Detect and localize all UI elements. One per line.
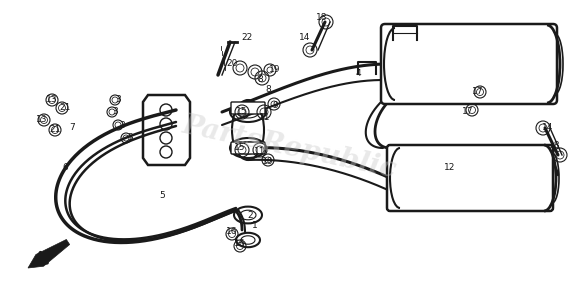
Text: 11: 11 bbox=[254, 147, 266, 157]
Polygon shape bbox=[28, 239, 69, 268]
Text: 20: 20 bbox=[227, 59, 238, 67]
Text: 6: 6 bbox=[62, 163, 68, 173]
Text: 19: 19 bbox=[269, 65, 281, 75]
Text: 11: 11 bbox=[260, 113, 271, 123]
Text: 17: 17 bbox=[462, 107, 474, 117]
Text: 16: 16 bbox=[234, 239, 246, 249]
Text: 14: 14 bbox=[542, 123, 554, 133]
Text: 9: 9 bbox=[272, 101, 278, 110]
Text: 15: 15 bbox=[234, 144, 246, 152]
Text: 21: 21 bbox=[49, 126, 61, 134]
Text: 17: 17 bbox=[472, 88, 484, 96]
Text: 18: 18 bbox=[549, 141, 561, 149]
Text: 5: 5 bbox=[159, 191, 165, 200]
Text: 3: 3 bbox=[119, 120, 125, 130]
Text: 8: 8 bbox=[257, 75, 263, 84]
Text: 2: 2 bbox=[247, 210, 253, 220]
Text: 1: 1 bbox=[252, 221, 258, 229]
Text: 12: 12 bbox=[444, 163, 455, 173]
Text: 3: 3 bbox=[127, 133, 133, 142]
FancyBboxPatch shape bbox=[231, 102, 265, 114]
FancyBboxPatch shape bbox=[387, 145, 553, 211]
FancyBboxPatch shape bbox=[381, 24, 557, 104]
Text: 13: 13 bbox=[36, 115, 48, 125]
Text: 7: 7 bbox=[69, 123, 75, 133]
Text: 14: 14 bbox=[299, 33, 311, 43]
Text: PartsRepublic: PartsRepublic bbox=[179, 112, 399, 184]
Text: 8: 8 bbox=[265, 86, 271, 94]
Text: 3: 3 bbox=[112, 107, 118, 117]
Text: 13: 13 bbox=[46, 96, 58, 104]
Text: 16: 16 bbox=[226, 228, 238, 237]
Text: 3: 3 bbox=[115, 96, 121, 104]
Text: 10: 10 bbox=[262, 157, 274, 166]
Text: 22: 22 bbox=[242, 33, 253, 43]
Text: 15: 15 bbox=[236, 107, 248, 117]
Text: 4: 4 bbox=[355, 68, 361, 78]
Text: 21: 21 bbox=[60, 104, 71, 112]
Text: 18: 18 bbox=[316, 14, 328, 22]
FancyBboxPatch shape bbox=[231, 142, 265, 154]
